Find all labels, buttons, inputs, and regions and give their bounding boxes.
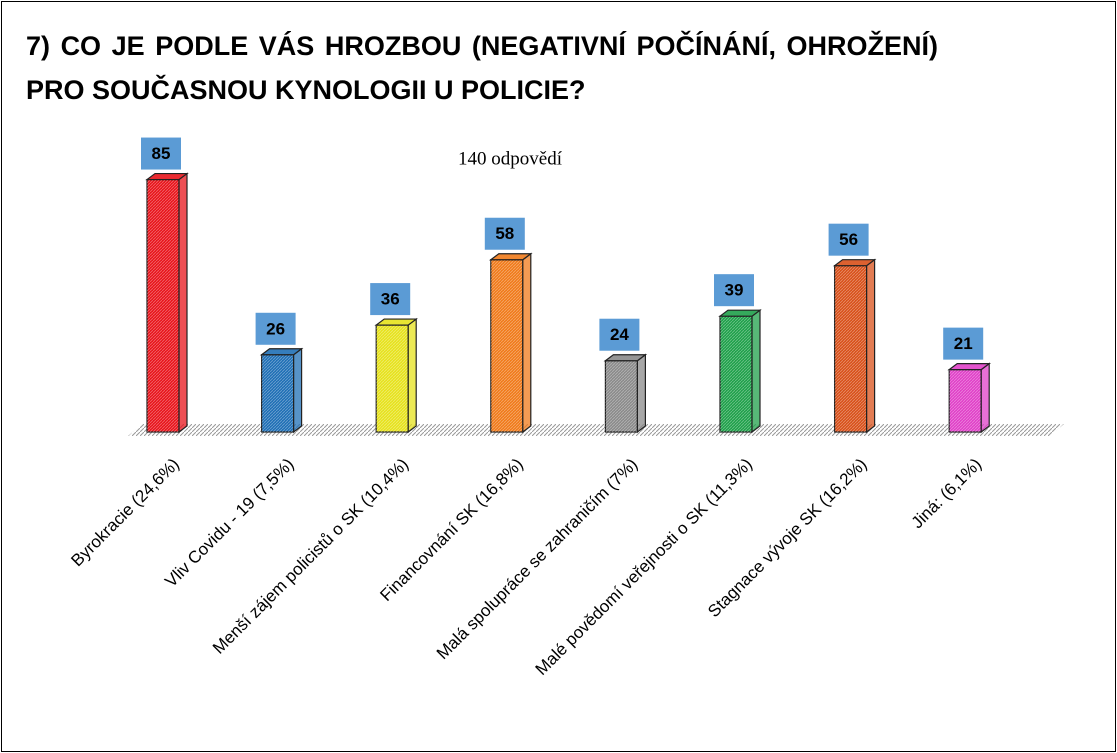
bar-texture	[605, 360, 638, 432]
data-label-box	[828, 223, 869, 256]
data-label: 39	[725, 281, 744, 300]
bar	[718, 308, 762, 434]
bar-top	[145, 172, 189, 181]
x-tick-label: Menší zájem policistů o SK (10,4%)	[209, 455, 412, 658]
bar-side	[751, 308, 761, 434]
bar-side	[980, 362, 990, 434]
data-label-box	[599, 318, 640, 351]
bar	[374, 317, 419, 434]
bar-texture	[376, 325, 409, 432]
bar-side	[178, 172, 188, 434]
bar-top	[374, 318, 419, 326]
data-label-box	[714, 274, 754, 307]
bar	[832, 258, 877, 434]
bar-top	[718, 309, 762, 317]
subtitle: 140 odpovědí	[458, 148, 563, 169]
bar	[145, 172, 189, 434]
bar-texture	[490, 259, 523, 432]
bar	[488, 252, 533, 434]
x-tick-label: Jiná: (6,1%)	[908, 455, 986, 533]
data-label-box	[255, 312, 296, 345]
bar-top	[488, 253, 533, 261]
data-label: 58	[495, 224, 514, 243]
bar	[603, 353, 648, 434]
bar-side	[636, 353, 647, 434]
bar-top	[947, 363, 992, 371]
data-label: 85	[152, 144, 171, 163]
bar	[947, 362, 992, 434]
bar-texture	[949, 369, 982, 432]
data-label-box	[141, 137, 181, 170]
bar-top	[259, 348, 304, 356]
data-label: 24	[610, 325, 629, 344]
bar-texture	[261, 354, 294, 432]
bar-side	[865, 258, 876, 434]
data-label-box	[370, 283, 411, 316]
x-tick-label: Byrokracie (24,6%)	[67, 455, 183, 571]
x-tick-label: Malá spolupráce se zahraničím (7%)	[433, 455, 642, 664]
bar-top	[832, 259, 877, 267]
bar-texture	[834, 265, 867, 432]
bar	[259, 347, 304, 434]
bar-top	[603, 354, 648, 362]
bar-texture	[720, 316, 752, 432]
data-label-box	[484, 217, 525, 250]
data-label: 56	[839, 230, 858, 249]
data-label: 36	[381, 290, 400, 309]
chart-title: 7) CO JE PODLE VÁS HROZBOU (NEGATIVNÍ PO…	[26, 31, 938, 105]
bar-side	[522, 252, 532, 434]
data-label: 21	[954, 334, 973, 353]
data-label-box	[943, 327, 984, 360]
x-tick-label: Malé povědomí veřejnosti o SK (11,3%)	[532, 455, 756, 679]
bar-side	[407, 317, 417, 434]
bar-texture	[147, 179, 179, 432]
bar-side	[293, 347, 303, 434]
floor	[128, 424, 1064, 436]
x-tick-label: Vliv Covidu - 19 (7,5%)	[161, 455, 297, 591]
data-label: 26	[266, 319, 285, 338]
